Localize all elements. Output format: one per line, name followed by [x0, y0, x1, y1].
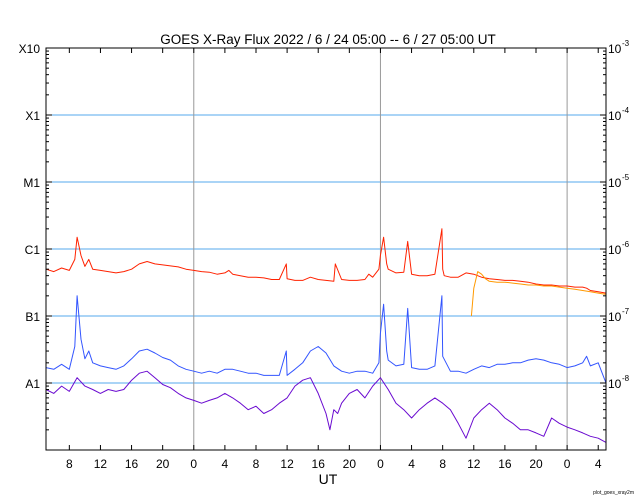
x-tick-label: 16	[498, 457, 512, 471]
axis-ticks	[46, 47, 606, 450]
x-tick-label: 0	[377, 457, 384, 471]
flux-series-line-3	[45, 370, 607, 443]
flux-series	[45, 228, 607, 443]
y-power-label-exponent: -6	[622, 240, 630, 249]
y-power-label-base: 10	[608, 176, 622, 190]
y-class-label: B1	[25, 310, 40, 324]
y-power-label-exponent: -4	[622, 106, 630, 115]
y-power-label-base: 10	[608, 243, 622, 257]
x-tick-label: 16	[312, 457, 326, 471]
x-tick-label: 4	[595, 457, 602, 471]
x-tick-label: 8	[439, 457, 446, 471]
x-tick-label: 0	[564, 457, 571, 471]
x-tick-label: 8	[253, 457, 260, 471]
day-boundary-lines	[193, 48, 568, 450]
chart-title: GOES X-Ray Flux 2022 / 6 / 24 05:00 -- 6…	[160, 32, 495, 47]
x-tick-label: 20	[529, 457, 543, 471]
flux-series-line-1	[470, 271, 607, 317]
footer-label: plot_goes_xray2m	[593, 490, 634, 496]
x-tick-label: 20	[343, 457, 357, 471]
y-power-label-base: 10	[608, 310, 622, 324]
flux-series-line-2	[45, 295, 607, 384]
y-class-label: A1	[25, 377, 40, 391]
y-class-label: X10	[19, 42, 41, 56]
x-tick-label: 20	[156, 457, 170, 471]
y-power-label-exponent: -3	[622, 39, 630, 48]
x-axis-label: UT	[319, 471, 338, 487]
y-class-label: X1	[25, 109, 40, 123]
y-power-label-exponent: -7	[622, 307, 630, 316]
x-tick-label: 16	[125, 457, 139, 471]
x-tick-label: 4	[222, 457, 229, 471]
y-power-label-base: 10	[608, 109, 622, 123]
y-power-label-base: 10	[608, 377, 622, 391]
x-tick-label: 0	[190, 457, 197, 471]
flux-series-line-0	[45, 228, 607, 294]
x-tick-label: 12	[467, 457, 481, 471]
x-tick-label: 8	[66, 457, 73, 471]
y-class-label: C1	[25, 243, 41, 257]
gridlines	[46, 114, 606, 384]
y-power-label-exponent: -8	[622, 374, 630, 383]
y-class-label: M1	[23, 176, 40, 190]
x-tick-label: 12	[94, 457, 108, 471]
x-tick-label: 12	[280, 457, 294, 471]
x-tick-label: 4	[408, 457, 415, 471]
y-power-label-base: 10	[608, 42, 622, 56]
y-power-label-exponent: -5	[622, 173, 630, 182]
